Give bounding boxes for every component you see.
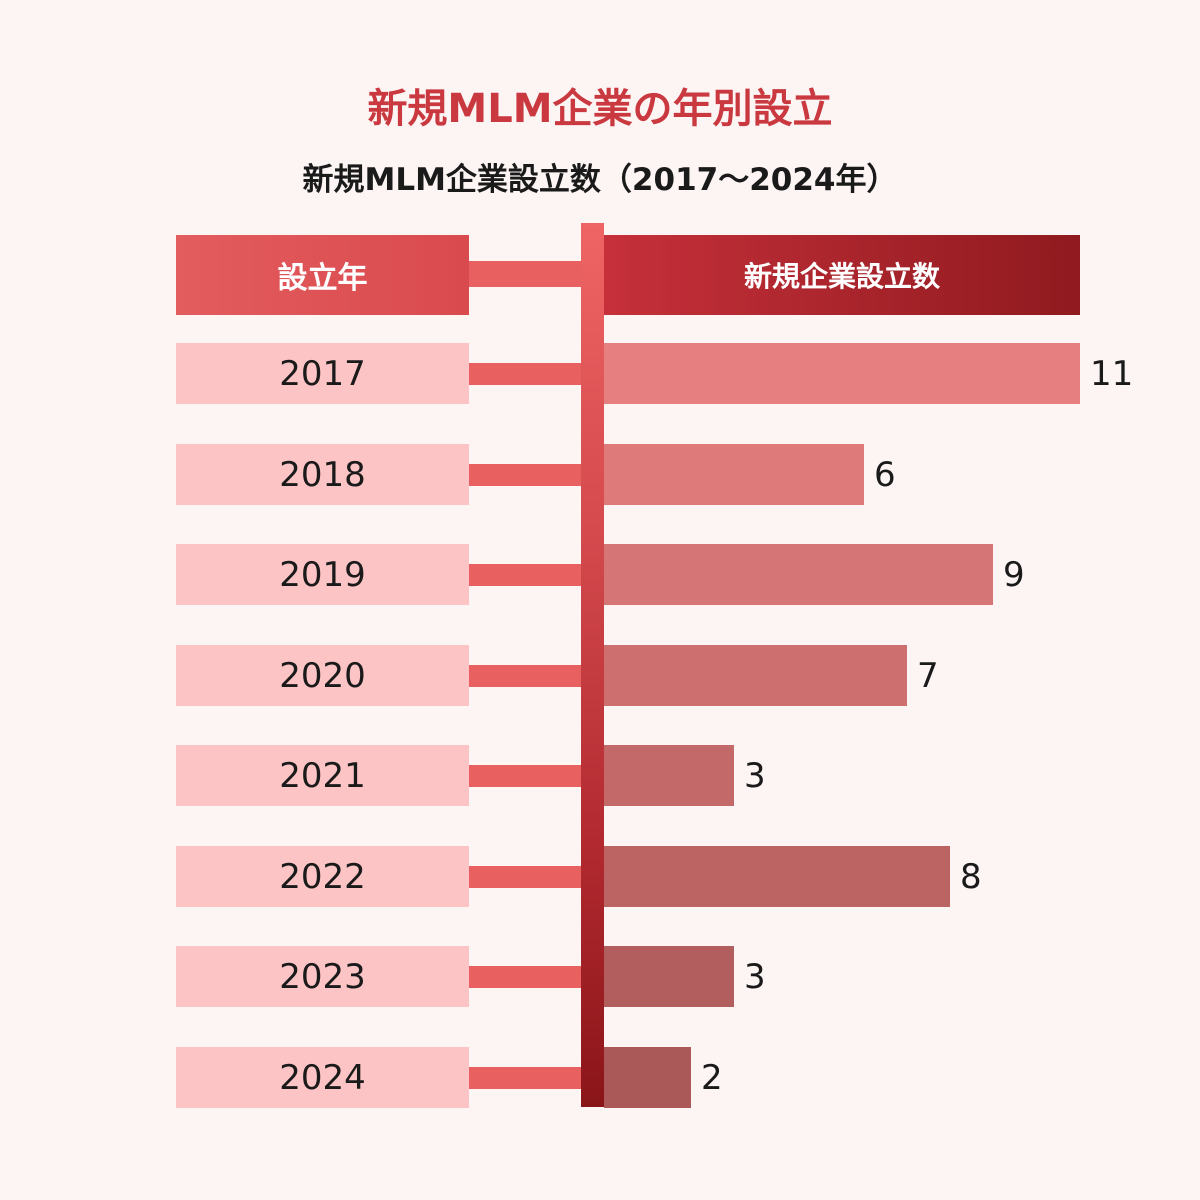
value-label: 11 xyxy=(1090,353,1134,394)
row-connector xyxy=(469,665,582,687)
value-label: 3 xyxy=(744,956,766,997)
year-label: 2017 xyxy=(176,343,469,404)
row-connector xyxy=(469,363,582,385)
row-connector xyxy=(469,464,582,486)
value-label: 6 xyxy=(874,454,896,495)
header-connector xyxy=(469,261,582,287)
row-connector xyxy=(469,564,582,586)
year-label: 2024 xyxy=(176,1047,469,1108)
axis-line xyxy=(581,223,604,1107)
row-connector xyxy=(469,765,582,787)
value-label: 2 xyxy=(701,1057,723,1098)
year-label: 2022 xyxy=(176,846,469,907)
year-label: 2020 xyxy=(176,645,469,706)
bar xyxy=(604,745,734,806)
row-connector xyxy=(469,966,582,988)
bar xyxy=(604,946,734,1007)
value-label: 8 xyxy=(960,856,982,897)
year-label: 2018 xyxy=(176,444,469,505)
bar xyxy=(604,343,1080,404)
row-connector xyxy=(469,1067,582,1089)
chart-subtitle: 新規MLM企業設立数（2017〜2024年） xyxy=(302,162,898,198)
value-header: 新規企業設立数 xyxy=(604,235,1080,315)
chart-title: 新規MLM企業の年別設立 xyxy=(367,86,833,132)
year-label: 2019 xyxy=(176,544,469,605)
bar xyxy=(604,846,950,907)
value-label: 9 xyxy=(1003,554,1025,595)
bar xyxy=(604,544,993,605)
bar xyxy=(604,444,864,505)
value-label: 3 xyxy=(744,755,766,796)
value-label: 7 xyxy=(917,655,939,696)
year-label: 2023 xyxy=(176,946,469,1007)
bar xyxy=(604,645,907,706)
row-connector xyxy=(469,866,582,888)
bar xyxy=(604,1047,691,1108)
year-label: 2021 xyxy=(176,745,469,806)
category-header: 設立年 xyxy=(176,235,469,315)
